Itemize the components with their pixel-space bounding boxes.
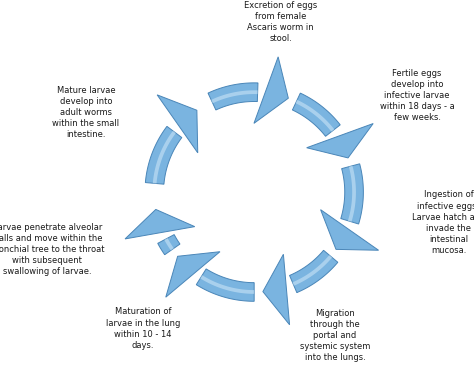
- Text: Larvae penetrate alveolar
walls and move within the
bronchial tree to the throat: Larvae penetrate alveolar walls and move…: [0, 223, 105, 276]
- Polygon shape: [208, 83, 258, 110]
- Polygon shape: [146, 126, 182, 184]
- Text: Mature larvae
develop into
adult worms
within the small
intestine.: Mature larvae develop into adult worms w…: [53, 86, 119, 139]
- Polygon shape: [211, 90, 258, 103]
- Text: Maturation of
larvae in the lung
within 10 - 14
days.: Maturation of larvae in the lung within …: [106, 308, 180, 350]
- Polygon shape: [292, 255, 332, 286]
- Text: Excretion of eggs
from female
Ascaris worm in
stool.: Excretion of eggs from female Ascaris wo…: [244, 0, 318, 43]
- Polygon shape: [254, 57, 288, 123]
- Polygon shape: [166, 252, 220, 297]
- Polygon shape: [158, 235, 180, 255]
- Polygon shape: [296, 100, 334, 132]
- Polygon shape: [341, 164, 364, 224]
- Polygon shape: [164, 238, 174, 250]
- Polygon shape: [307, 124, 373, 158]
- Polygon shape: [263, 254, 290, 325]
- Polygon shape: [153, 131, 176, 184]
- Polygon shape: [200, 275, 254, 294]
- Polygon shape: [196, 269, 254, 301]
- Text: Fertile eggs
develop into
infective larvae
within 18 days - a
few weeks.: Fertile eggs develop into infective larv…: [380, 69, 455, 122]
- Text: Migration
through the
portal and
systemic system
into the lungs.: Migration through the portal and systemi…: [300, 309, 370, 362]
- Polygon shape: [292, 93, 340, 136]
- Polygon shape: [320, 210, 379, 250]
- Polygon shape: [290, 250, 338, 292]
- Polygon shape: [348, 166, 356, 222]
- Polygon shape: [125, 210, 195, 239]
- Text: Ingestion of
infective eggs.
Larvae hatch and
invade the
intestinal
mucosa.: Ingestion of infective eggs. Larvae hatc…: [412, 190, 474, 255]
- Polygon shape: [157, 95, 198, 153]
